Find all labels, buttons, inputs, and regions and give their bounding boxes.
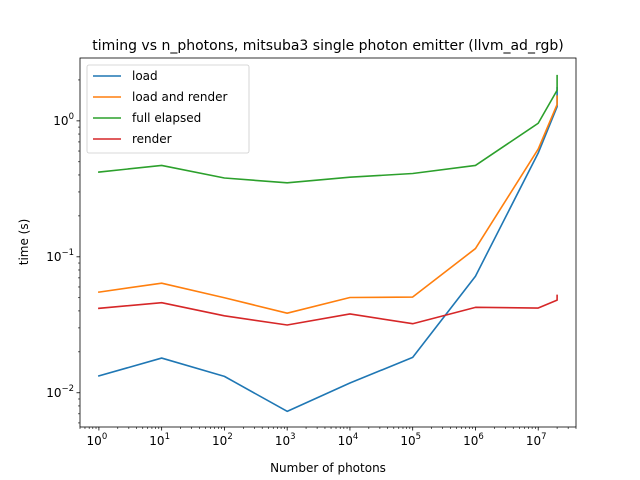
legend-label-2: full elapsed — [132, 111, 201, 125]
y-tick-label: 100 — [53, 112, 74, 128]
x-tick-label: 104 — [338, 432, 359, 448]
x-tick-label: 106 — [463, 432, 484, 448]
x-axis: 100 101 102 103 104 105 106 107 — [79, 427, 577, 448]
legend-box — [86, 64, 250, 154]
y-axis: 10−2 10−1 100 — [46, 79, 80, 424]
legend-label-1: load and render — [132, 90, 228, 104]
x-axis-label: Number of photons — [270, 461, 386, 475]
series-line-1 — [97, 95, 558, 314]
legend: load load and render full elapsed render — [86, 64, 250, 154]
legend-label-0: load — [132, 69, 158, 83]
series-line-3 — [98, 294, 558, 326]
x-tick-label: 101 — [149, 432, 170, 448]
y-axis-label: time (s) — [17, 219, 31, 266]
x-tick-label: 102 — [212, 432, 233, 448]
legend-label-3: render — [132, 132, 172, 146]
chart-title: timing vs n_photons, mitsuba3 single pho… — [92, 38, 563, 54]
axes-frame — [79, 57, 577, 428]
x-tick-label: 103 — [275, 432, 296, 448]
y-tick-label: 10−1 — [46, 248, 74, 264]
y-tick-label: 10−2 — [46, 384, 74, 400]
series-line-2 — [98, 74, 558, 184]
x-tick-label: 100 — [87, 432, 108, 448]
legend-entries: load load and render full elapsed render — [93, 69, 228, 146]
x-tick-label: 105 — [400, 432, 421, 448]
series-layer — [97, 74, 558, 413]
series-line-0 — [97, 87, 558, 413]
x-tick-label: 107 — [526, 432, 547, 448]
